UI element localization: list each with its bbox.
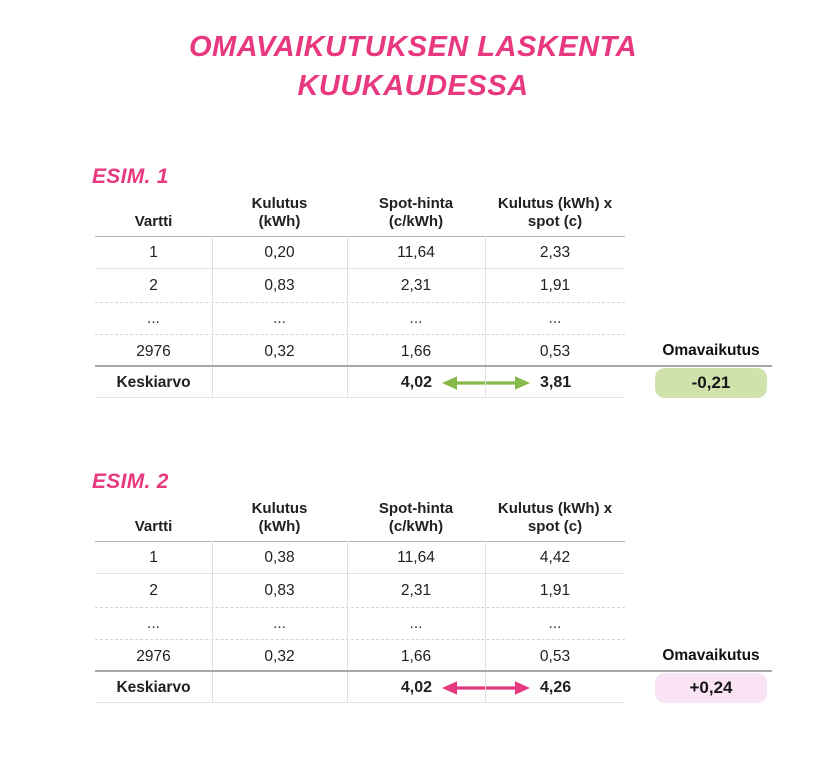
- double-arrow-icon: [442, 680, 530, 695]
- example-1-table-header: Vartti Kulutus (kWh) Spot-hinta (c/kWh) …: [95, 193, 625, 236]
- col-header-kulutus: Kulutus (kWh): [251, 195, 308, 230]
- table-row: 2976 0,32 1,66 0,53: [136, 342, 571, 360]
- table-row: 1 0,38 11,64 4,42: [95, 541, 625, 574]
- col-header-kulutus-x-spot: Kulutus (kWh) x spot (c): [497, 195, 613, 230]
- example-1-section: ESIM. 1 Vartti Kulutus (kWh) Spot-hinta …: [0, 165, 826, 410]
- example-1-label: ESIM. 1: [92, 165, 169, 188]
- average-comparison: 4,02 3,81: [347, 374, 625, 392]
- example-2-table: Vartti Kulutus (kWh) Spot-hinta (c/kWh) …: [95, 498, 625, 703]
- table-row: 2 0,83 2,31 1,91: [149, 276, 571, 294]
- page-title: OMAVAIKUTUKSEN LASKENTA KUUKAUDESSA: [0, 28, 826, 106]
- col-header-spot-hinta: Spot-hinta (c/kWh): [378, 195, 454, 230]
- summary-divider-line: [95, 670, 772, 672]
- omavaikutus-label: Omavaikutus: [662, 342, 760, 359]
- weighted-average-value: 3,81: [540, 373, 572, 391]
- column-divider: [485, 236, 486, 398]
- col-header-kulutus-x-spot: Kulutus (kWh) x spot (c): [497, 500, 613, 535]
- table-row-ellipsis: ... ... ... ...: [95, 302, 625, 335]
- page-title-line1: OMAVAIKUTUKSEN LASKENTA: [188, 31, 638, 63]
- average-row: Keskiarvo 4,02 4,26: [95, 673, 625, 703]
- table-row: 2976 0,32 1,66 0,53: [136, 647, 571, 665]
- column-divider: [485, 541, 486, 703]
- omavaikutus-value-badge: +0,24: [655, 673, 767, 703]
- average-row-label: Keskiarvo: [116, 373, 191, 391]
- column-divider: [347, 541, 348, 703]
- double-arrow-icon: [442, 375, 530, 390]
- col-header-vartti: Vartti: [134, 518, 173, 535]
- summary-divider-line: [95, 365, 772, 367]
- omavaikutus-label: Omavaikutus: [662, 647, 760, 664]
- average-row-label: Keskiarvo: [116, 678, 191, 696]
- table-row: 2 0,83 2,31 1,91: [149, 581, 571, 599]
- page-title-line2: KUUKAUDESSA: [297, 70, 529, 102]
- col-header-spot-hinta: Spot-hinta (c/kWh): [378, 500, 454, 535]
- spot-average-value: 4,02: [400, 678, 432, 696]
- table-row-ellipsis: ... ... ... ...: [95, 607, 625, 640]
- column-divider: [347, 236, 348, 398]
- average-comparison: 4,02 4,26: [347, 679, 625, 697]
- column-divider: [212, 541, 213, 703]
- table-row: 1 0,20 11,64 2,33: [95, 236, 625, 269]
- column-divider: [212, 236, 213, 398]
- example-2-section: ESIM. 2 Vartti Kulutus (kWh) Spot-hinta …: [0, 470, 826, 715]
- col-header-vartti: Vartti: [134, 213, 173, 230]
- average-row: Keskiarvo 4,02 3,81: [95, 368, 625, 398]
- spot-average-value: 4,02: [400, 373, 432, 391]
- col-header-kulutus: Kulutus (kWh): [251, 500, 308, 535]
- example-2-table-header: Vartti Kulutus (kWh) Spot-hinta (c/kWh) …: [95, 498, 625, 541]
- weighted-average-value: 4,26: [540, 678, 572, 696]
- example-1-table: Vartti Kulutus (kWh) Spot-hinta (c/kWh) …: [95, 193, 625, 398]
- omavaikutus-value-badge: -0,21: [655, 368, 767, 398]
- example-2-label: ESIM. 2: [92, 470, 169, 493]
